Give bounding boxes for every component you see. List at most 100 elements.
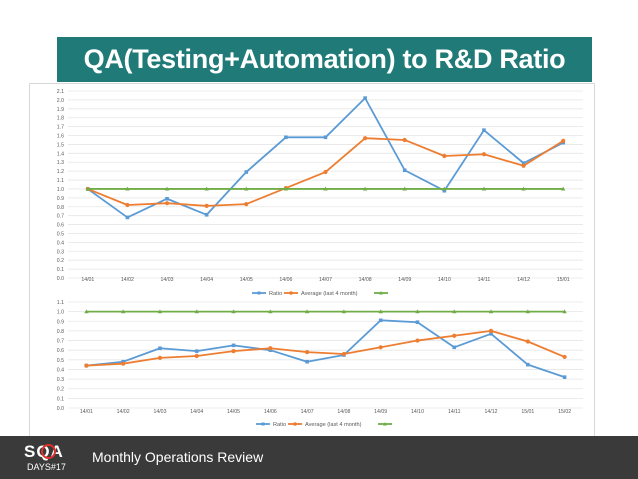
data-point bbox=[305, 350, 310, 355]
x-tick-label: 14/03 bbox=[153, 409, 166, 415]
x-tick-label: 14/06 bbox=[264, 409, 277, 415]
data-point bbox=[284, 135, 288, 140]
data-point bbox=[442, 188, 447, 193]
data-point bbox=[121, 361, 126, 366]
x-tick-label: 14/01 bbox=[81, 277, 94, 283]
chart-1: 0.0 0.1 0.2 0.3 0.4 0.5 0.6 0.7 0.8 0.9 1.0 1.1 1.2 1… bbox=[57, 89, 583, 297]
data-point bbox=[231, 309, 236, 314]
series-line bbox=[87, 97, 564, 219]
x-tick-label: 14/11 bbox=[478, 277, 491, 283]
legend-marker bbox=[261, 422, 265, 426]
data-point bbox=[305, 359, 309, 364]
sqa-days-logo: SQA DAYS#17 bbox=[24, 442, 74, 474]
logo-ring-icon bbox=[41, 444, 56, 459]
x-tick-label: 14/06 bbox=[279, 277, 292, 283]
data-point bbox=[194, 309, 199, 314]
data-point bbox=[402, 137, 407, 143]
data-point bbox=[488, 328, 494, 334]
y-tick-label: 2.1 bbox=[57, 89, 64, 95]
y-tick-label: 1.1 bbox=[57, 300, 64, 306]
y-tick-label: 1.9 bbox=[57, 107, 64, 113]
charts-svg: 0.0 0.1 0.2 0.3 0.4 0.5 0.6 0.7 0.8 0.9 1.0 1.1 1.2 1… bbox=[57, 89, 583, 428]
x-tick-label: 14/05 bbox=[240, 277, 253, 283]
y-tick-label: 0.3 bbox=[57, 377, 64, 383]
data-point bbox=[489, 332, 493, 336]
y-tick-label: 1.3 bbox=[57, 160, 64, 166]
data-point bbox=[204, 212, 209, 217]
x-tick-label: 14/12 bbox=[517, 277, 530, 283]
data-point bbox=[452, 345, 457, 350]
x-tick-label: 14/10 bbox=[438, 277, 451, 283]
data-point bbox=[231, 349, 236, 354]
legend: Ratio Average (last 4 month) bbox=[256, 422, 392, 428]
data-point bbox=[194, 349, 199, 353]
page-title: QA(Testing+Automation) to R&D Ratio bbox=[83, 44, 566, 74]
data-point bbox=[452, 333, 457, 338]
x-tick-label: 14/04 bbox=[190, 409, 203, 415]
data-point bbox=[378, 345, 383, 350]
y-tick-label: 0.6 bbox=[57, 348, 64, 354]
data-point bbox=[268, 346, 273, 351]
x-tick-label: 14/11 bbox=[448, 409, 461, 415]
chart-2: 0.0 0.1 0.2 0.3 0.4 0.5 0.6 0.7 0.8 0.9 1.0 1.1 14/0… bbox=[57, 300, 583, 428]
data-point bbox=[521, 163, 526, 168]
y-tick-label: 1.8 bbox=[57, 116, 64, 122]
series-line bbox=[86, 330, 565, 367]
x-tick-label: 14/02 bbox=[121, 277, 134, 283]
data-point bbox=[268, 309, 273, 314]
data-point bbox=[125, 215, 130, 220]
data-point bbox=[125, 186, 130, 191]
data-point bbox=[415, 338, 420, 343]
data-point bbox=[452, 309, 457, 314]
data-point bbox=[204, 203, 209, 208]
data-point bbox=[323, 135, 328, 140]
legend-marker bbox=[383, 422, 387, 426]
y-tick-label: 0.1 bbox=[57, 396, 64, 402]
x-tick-label: 14/08 bbox=[337, 409, 350, 415]
data-point bbox=[378, 318, 383, 323]
y-tick-label: 0.7 bbox=[57, 339, 64, 345]
y-tick-label: 0.8 bbox=[57, 329, 64, 335]
data-point bbox=[165, 196, 169, 201]
data-point bbox=[415, 309, 420, 314]
data-point bbox=[482, 128, 486, 132]
data-point bbox=[244, 201, 249, 207]
y-tick-label: 2.0 bbox=[57, 98, 64, 104]
data-point bbox=[194, 353, 199, 359]
data-point bbox=[231, 343, 236, 348]
y-tick-label: 0.8 bbox=[57, 205, 64, 211]
data-point bbox=[120, 309, 126, 314]
data-point bbox=[442, 153, 447, 159]
data-point bbox=[164, 186, 170, 191]
data-point bbox=[204, 186, 209, 191]
data-point bbox=[363, 136, 368, 141]
data-point bbox=[442, 186, 447, 191]
x-tick-label: 14/01 bbox=[80, 409, 93, 415]
data-point bbox=[125, 202, 130, 208]
data-point bbox=[363, 96, 367, 100]
logo-subtext: DAYS#17 bbox=[27, 462, 66, 472]
x-tick-label: 14/07 bbox=[301, 409, 314, 415]
data-point bbox=[562, 309, 567, 314]
x-tick-label: 14/09 bbox=[398, 277, 411, 283]
x-tick-label: 14/05 bbox=[227, 409, 240, 415]
data-point bbox=[481, 186, 487, 191]
data-point bbox=[402, 186, 407, 191]
y-tick-label: 0.1 bbox=[57, 267, 64, 273]
legend-marker bbox=[257, 291, 261, 295]
x-tick-label: 15/01 bbox=[557, 277, 570, 283]
data-point bbox=[85, 186, 91, 191]
data-point bbox=[525, 339, 530, 344]
data-point bbox=[526, 362, 530, 367]
y-tick-label: 0.2 bbox=[57, 258, 64, 264]
data-point bbox=[378, 309, 383, 314]
data-point bbox=[323, 186, 328, 191]
legend-marker bbox=[289, 291, 293, 295]
y-tick-label: 0.5 bbox=[57, 231, 64, 237]
y-tick-label: 0.5 bbox=[57, 358, 64, 364]
data-point bbox=[84, 309, 89, 314]
data-point bbox=[402, 168, 407, 173]
data-point bbox=[304, 309, 310, 314]
y-tick-label: 1.4 bbox=[57, 151, 64, 157]
y-tick-label: 1.7 bbox=[57, 125, 64, 131]
